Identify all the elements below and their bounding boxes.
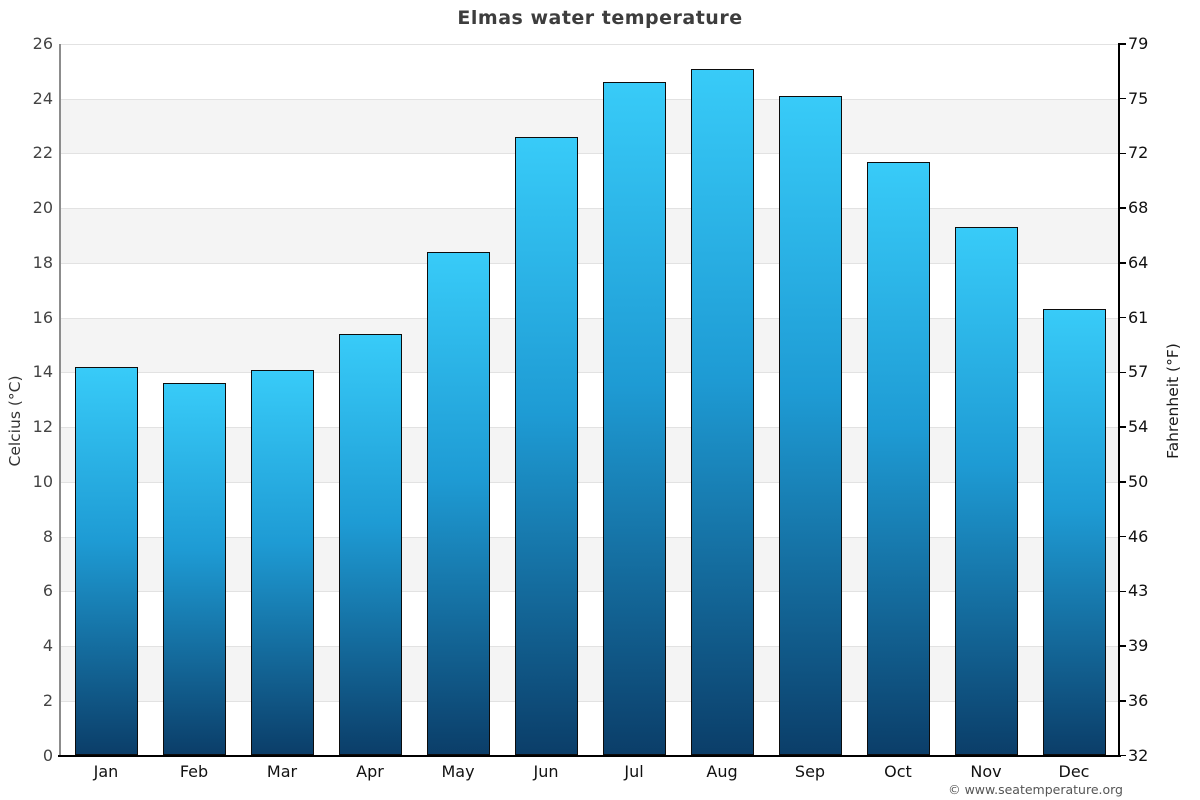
y-tick-mark-right	[1118, 645, 1126, 647]
plot-band	[59, 262, 1119, 318]
bar-jan	[74, 366, 138, 756]
y-tick-label-fahrenheit: 75	[1128, 88, 1149, 108]
x-tick-label-aug: Aug	[706, 762, 738, 781]
plot-band	[59, 700, 1119, 756]
y-tick-label-celsius: 26	[32, 34, 53, 53]
y-tick-label-celsius: 12	[32, 417, 53, 437]
y-tick-label-celsius: 8	[42, 526, 53, 546]
y-tick-label-fahrenheit: 79	[1128, 34, 1149, 53]
y-tick-label-fahrenheit: 46	[1128, 526, 1149, 546]
y-tick-mark-right	[1118, 316, 1126, 319]
y-tick-label-celsius: 2	[42, 690, 53, 710]
bar-mar	[250, 369, 314, 756]
y-tick-mark-right	[1118, 371, 1126, 374]
plot-band	[59, 98, 1119, 154]
y-tick-mark-right	[1118, 754, 1126, 757]
copyright-credit: © www.seatemperature.org	[948, 782, 1123, 797]
bar-feb	[162, 383, 226, 756]
plot-band	[59, 372, 1119, 428]
y-tick-mark-right	[1118, 700, 1126, 702]
plot-band	[59, 153, 1119, 209]
y-tick-label-fahrenheit: 43	[1128, 581, 1149, 601]
y-tick-mark-right	[1118, 97, 1126, 100]
x-tick-label-may: May	[441, 762, 475, 781]
plot-band	[59, 44, 1119, 99]
y-tick-label-fahrenheit: 32	[1128, 745, 1149, 765]
x-tick-label-feb: Feb	[179, 762, 209, 781]
bar-aug	[690, 68, 754, 756]
y-tick-mark-right	[1118, 262, 1126, 264]
x-tick-label-jan: Jan	[93, 762, 119, 781]
y-tick-label-fahrenheit: 36	[1128, 690, 1149, 710]
plot-band	[59, 208, 1119, 263]
y-tick-label-fahrenheit: 39	[1128, 636, 1149, 656]
plot-band	[59, 427, 1119, 482]
bar-oct	[866, 161, 930, 756]
plot-band	[59, 481, 1119, 537]
y-tick-mark-right	[1118, 426, 1126, 428]
y-tick-label-fahrenheit: 57	[1128, 362, 1149, 382]
x-tick-label-dec: Dec	[1058, 762, 1090, 781]
y-tick-label-celsius: 18	[32, 252, 53, 272]
y-tick-mark-right	[1118, 535, 1126, 538]
x-tick-label-mar: Mar	[266, 762, 298, 781]
y-axis-left-line	[59, 44, 61, 756]
y-tick-label-celsius: 22	[32, 143, 53, 163]
bar-sep	[778, 95, 842, 756]
x-axis-line	[58, 754, 1121, 757]
x-tick-label-jun: Jun	[533, 762, 559, 781]
y-tick-mark-right	[1118, 207, 1126, 209]
bar-apr	[338, 334, 402, 756]
plot-band	[59, 536, 1119, 592]
y-tick-label-fahrenheit: 72	[1128, 143, 1149, 163]
y-axis-label-fahrenheit: Fahrenheit (°F)	[1164, 343, 1182, 459]
y-tick-mark-right	[1118, 590, 1126, 593]
y-tick-label-fahrenheit: 68	[1128, 198, 1149, 218]
x-tick-label-jul: Jul	[624, 762, 644, 781]
x-tick-label-sep: Sep	[794, 762, 826, 781]
y-tick-label-celsius: 14	[32, 362, 53, 382]
y-tick-mark-right	[1118, 152, 1126, 155]
bar-nov	[954, 227, 1018, 756]
y-axis-label-celsius: Celcius (°C)	[6, 375, 24, 467]
bar-jul	[602, 82, 666, 756]
bar-may	[426, 251, 490, 756]
y-tick-label-fahrenheit: 54	[1128, 417, 1149, 437]
bar-jun	[514, 137, 578, 756]
plot-band	[59, 646, 1119, 701]
x-tick-label-nov: Nov	[970, 762, 1002, 781]
y-tick-label-fahrenheit: 64	[1128, 252, 1149, 272]
y-tick-label-celsius: 4	[42, 636, 53, 656]
x-tick-label-oct: Oct	[884, 762, 912, 781]
y-tick-label-fahrenheit: 61	[1128, 307, 1149, 327]
y-tick-label-celsius: 16	[32, 307, 53, 327]
y-tick-label-celsius: 6	[42, 581, 53, 601]
y-tick-mark-right	[1118, 43, 1126, 45]
y-axis-right-line	[1117, 44, 1120, 757]
y-tick-label-celsius: 24	[32, 88, 53, 108]
bar-dec	[1042, 309, 1106, 756]
y-tick-mark-right	[1118, 481, 1126, 483]
chart-title: Elmas water temperature	[457, 7, 743, 29]
y-tick-label-celsius: 10	[32, 471, 53, 491]
y-tick-label-fahrenheit: 50	[1128, 471, 1149, 491]
plot-band	[59, 591, 1119, 647]
x-tick-label-apr: Apr	[356, 762, 384, 781]
y-tick-label-celsius: 0	[42, 745, 53, 765]
y-tick-label-celsius: 20	[32, 198, 53, 218]
plot-band	[59, 317, 1119, 373]
